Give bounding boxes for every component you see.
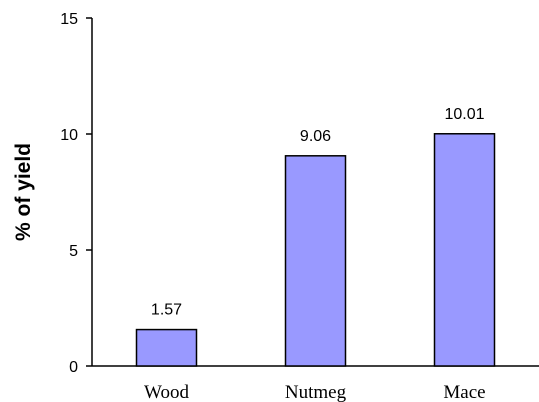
- y-axis-title: % of yield: [12, 143, 35, 241]
- category-label: Wood: [144, 382, 189, 402]
- bar-wood: [135, 328, 198, 367]
- data-labels: 1.57 9.06 10.01: [151, 106, 485, 319]
- data-label: 9.06: [300, 128, 331, 145]
- y-tick-label: 10: [60, 127, 78, 144]
- y-axis-ticks: 0 5 10 15: [60, 11, 92, 376]
- category-label: Nutmeg: [285, 382, 347, 402]
- data-label: 1.57: [151, 302, 182, 319]
- bars: [135, 133, 496, 367]
- category-label: Mace: [443, 382, 485, 402]
- bar-nutmeg: [284, 155, 347, 367]
- data-label: 10.01: [444, 106, 484, 123]
- y-tick-label: 0: [69, 359, 78, 376]
- bar-mace: [433, 133, 496, 367]
- y-tick-label: 15: [60, 11, 78, 28]
- y-tick-label: 5: [69, 243, 78, 260]
- category-labels: Wood Nutmeg Mace: [144, 382, 486, 402]
